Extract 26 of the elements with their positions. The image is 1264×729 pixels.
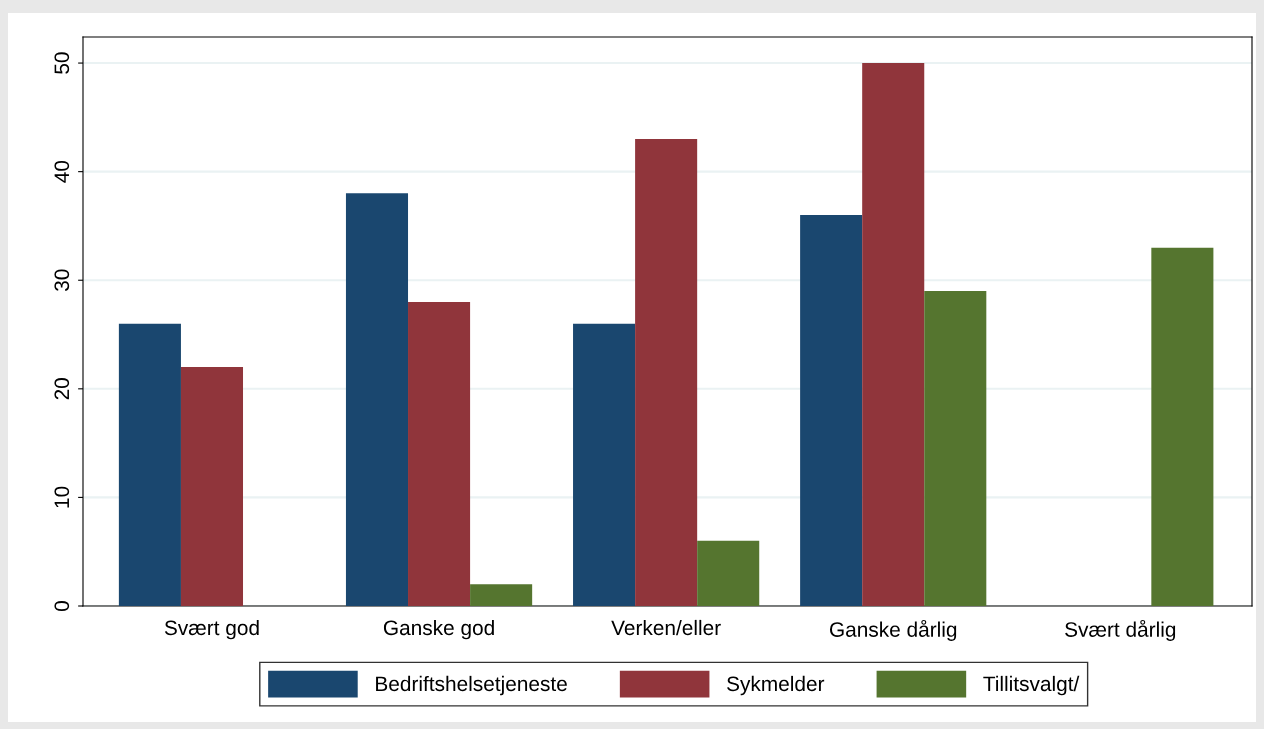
bar [800,215,863,606]
bar [1151,247,1214,606]
bar [118,323,181,606]
bar [470,584,533,606]
y-tick-label: 10 [54,486,70,508]
bar [180,367,244,606]
bar [862,63,925,606]
y-tick-label: 40 [54,160,70,183]
bar [635,139,698,606]
bar [573,323,636,606]
x-tick-label: Verken/eller [611,619,721,636]
bar [345,193,409,606]
y-tick-label: 20 [54,378,70,400]
x-tick-label: Svært dårlig [1065,619,1176,642]
x-tick-label: Ganske dårlig [830,619,957,642]
x-tick-label: Svært god [164,619,259,640]
bar [408,301,471,606]
legend-label: Bedriftshelsetjeneste [376,675,567,696]
legend-label: Tillitsvalgt/ [983,675,1080,696]
x-tick-label: Ganske god [383,619,494,640]
legend-label: Sykmelder [727,675,825,696]
bar [697,540,760,606]
y-tick-label: 30 [54,269,70,292]
y-tick-label: 50 [54,52,70,74]
y-tick-label: 0 [54,601,70,611]
bar [924,291,987,606]
